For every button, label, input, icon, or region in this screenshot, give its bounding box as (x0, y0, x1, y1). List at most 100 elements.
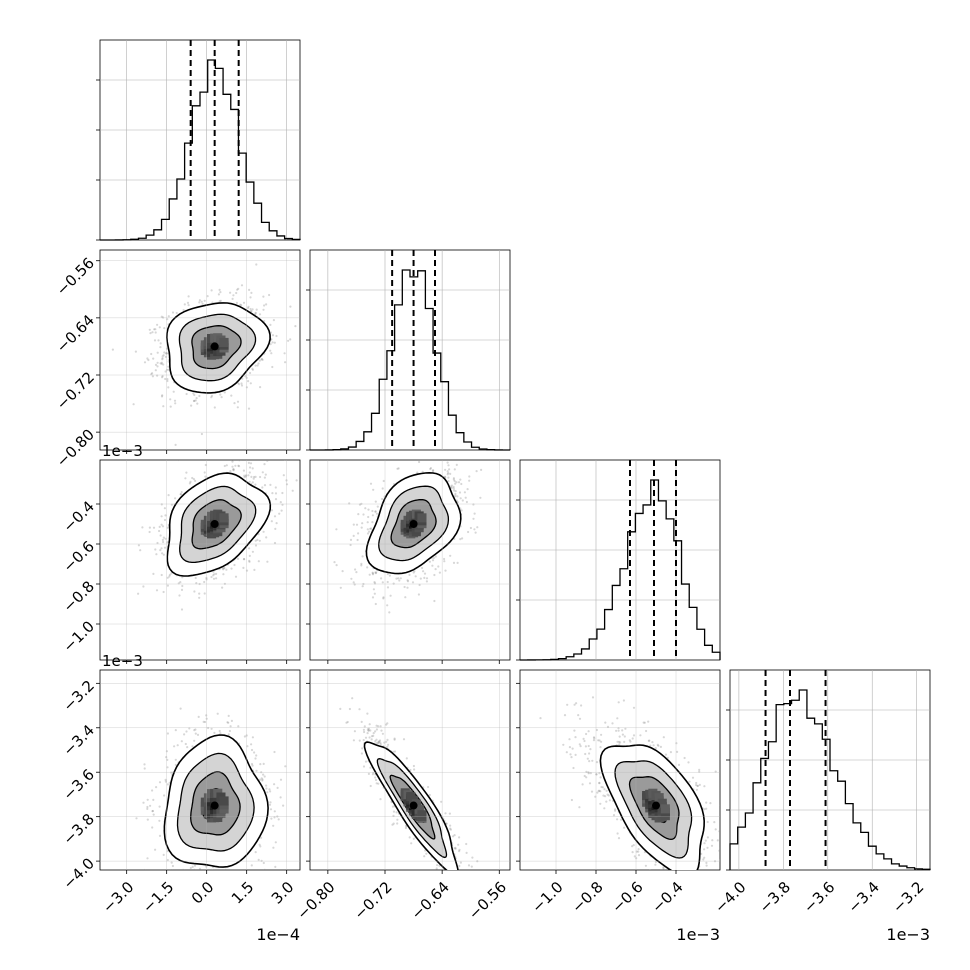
sample-point (350, 577, 353, 580)
sample-point (254, 311, 257, 314)
sample-point (179, 493, 182, 496)
sample-point (472, 517, 475, 520)
sample-point (170, 572, 173, 575)
sample-point (381, 581, 384, 584)
sample-point (257, 880, 259, 882)
sample-point (262, 295, 265, 298)
sample-point (270, 520, 273, 523)
sample-point (198, 592, 201, 595)
sample-point (275, 522, 278, 525)
sample-point (271, 334, 275, 337)
sample-point (270, 352, 273, 355)
sample-point (268, 293, 271, 297)
sample-point (179, 493, 182, 496)
sample-point (416, 471, 419, 474)
sample-point (160, 503, 163, 506)
sample-point (258, 359, 261, 362)
sample-point (167, 386, 170, 389)
sample-point (203, 471, 206, 474)
sample-point (254, 475, 257, 478)
sample-point (163, 507, 166, 510)
sample-point (260, 358, 263, 361)
sample-point (159, 362, 162, 365)
sample-point (254, 364, 257, 367)
sample-point (178, 594, 181, 597)
sample-point (137, 592, 140, 595)
sample-point (250, 310, 253, 313)
sample-point (185, 392, 188, 396)
histogram-step (519, 479, 721, 661)
sample-point (236, 288, 239, 291)
sample-point (250, 864, 253, 867)
sample-point (231, 460, 234, 463)
sample-point (212, 577, 216, 580)
sample-point (247, 407, 251, 410)
sample-point (382, 597, 385, 600)
panel-frame (99, 39, 301, 241)
sample-point (218, 729, 221, 733)
sample-point (195, 397, 198, 400)
panel-contents (137, 460, 298, 611)
sample-point (273, 541, 277, 545)
sample-point (221, 567, 224, 570)
sample-point (164, 514, 167, 517)
sample-point (278, 512, 281, 515)
sample-point (443, 557, 446, 561)
sample-point (189, 873, 191, 875)
sample-point (386, 580, 389, 584)
sample-point (154, 328, 157, 331)
sample-point (236, 557, 240, 560)
sample-point (374, 510, 377, 513)
sample-point (173, 399, 177, 402)
sample-point (222, 568, 225, 571)
sample-point (417, 593, 420, 596)
sample-point (142, 585, 145, 588)
sample-point (366, 521, 369, 524)
sample-point (262, 530, 265, 533)
sample-point (454, 494, 457, 497)
sample-point (193, 393, 196, 397)
sample-point (353, 583, 356, 586)
sample-point (220, 396, 223, 399)
sample-point (474, 531, 477, 534)
sample-point (168, 573, 171, 577)
sample-point (181, 584, 184, 588)
sample-point (258, 313, 262, 316)
sample-point (184, 477, 187, 480)
sample-point (418, 583, 421, 587)
sample-point (228, 729, 231, 733)
sample-point (189, 480, 192, 483)
sample-point (210, 910, 212, 912)
sample-point (276, 786, 279, 790)
sample-point (213, 406, 216, 409)
sample-point (203, 592, 206, 595)
sample-point (371, 509, 374, 513)
sample-point (291, 489, 294, 492)
sample-point (162, 590, 165, 594)
sample-point (169, 405, 172, 408)
sample-point (152, 357, 155, 360)
sample-point (249, 382, 252, 385)
sample-point (237, 287, 240, 290)
sample-point (134, 350, 137, 353)
sample-point (251, 467, 254, 470)
sample-point (374, 500, 377, 503)
sample-point (161, 552, 164, 555)
panel-contents (111, 263, 297, 446)
sample-point (251, 481, 254, 484)
sample-point (249, 310, 252, 313)
sample-point (253, 475, 256, 479)
sample-point (179, 581, 182, 584)
sample-point (454, 482, 457, 485)
sample-point (468, 479, 471, 482)
sample-point (248, 560, 251, 563)
sample-point (266, 791, 269, 794)
sample-point (194, 576, 197, 580)
sample-point (463, 491, 466, 494)
sample-point (162, 405, 165, 408)
sample-point (449, 485, 452, 488)
sample-point (245, 569, 249, 572)
sample-point (455, 481, 458, 484)
sample-point (159, 549, 162, 552)
sample-point (235, 877, 237, 879)
